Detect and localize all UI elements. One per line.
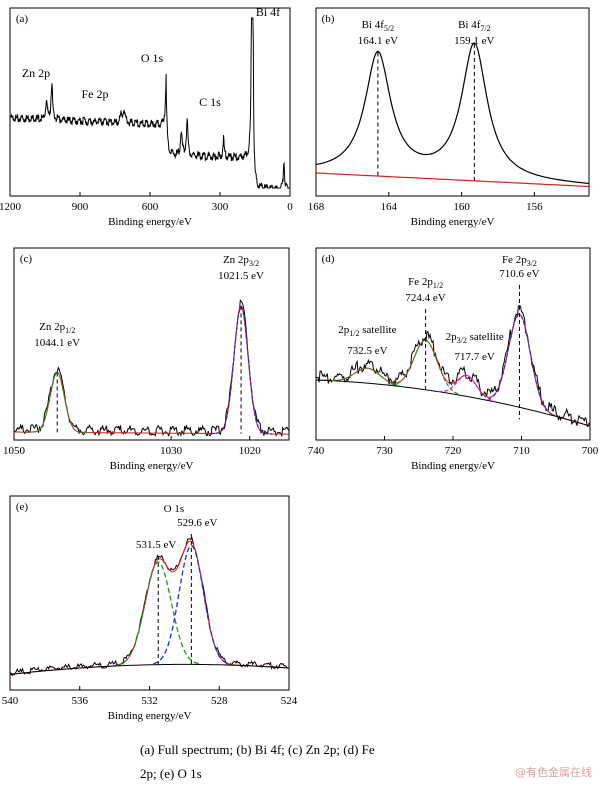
zn2p-raw-series	[13, 299, 289, 437]
x-tick-label: 740	[308, 445, 325, 457]
peak-value-label: 717.7 eV	[455, 351, 495, 363]
peak-label: Bi 4f5/2	[362, 19, 395, 33]
peak-value-label: 529.6 eV	[177, 517, 217, 529]
peak-value-label: 1044.1 eV	[34, 337, 80, 349]
fe2p-background-series	[316, 379, 590, 427]
x-tick-label: 730	[376, 445, 393, 457]
fe2p-raw-series	[315, 305, 590, 428]
peak-label: Fe 2p1/2	[408, 276, 443, 290]
x-tick-label: 700	[582, 445, 599, 457]
peak-annotation: Bi 4f	[256, 5, 280, 19]
peak-label: 2p1/2 satellite	[338, 324, 396, 338]
panel-label: (e)	[16, 501, 29, 513]
o1s-raw-series	[9, 536, 289, 677]
fe2p-component-1	[391, 339, 461, 396]
bi4f-envelope-series	[315, 41, 590, 184]
x-tick-label: 164	[381, 201, 398, 213]
x-axis-label: Binding energy/eV	[108, 216, 192, 228]
peak-annotation: Zn 2p	[22, 66, 50, 80]
x-tick-label: 1200	[0, 201, 22, 213]
x-tick-label: 168	[308, 201, 325, 213]
x-tick-label: 710	[513, 445, 530, 457]
o1s-background-series	[9, 663, 289, 675]
x-tick-label: 540	[2, 695, 19, 707]
x-tick-label: 1030	[160, 445, 183, 457]
fe2p-component-0	[487, 313, 553, 415]
fe2p-component-2	[438, 374, 496, 403]
watermark: @有色金属在线	[515, 766, 592, 779]
peak-label: Zn 2p1/2	[39, 321, 75, 335]
o1s-title: O 1s	[164, 503, 184, 515]
x-tick-label: 720	[445, 445, 462, 457]
x-axis-label: Binding energy/eV	[108, 710, 192, 722]
peak-label: Zn 2p3/2	[223, 254, 259, 268]
bi4f-background-series	[315, 172, 590, 188]
x-tick-label: 0	[287, 201, 293, 213]
o1s-fit-series	[9, 540, 289, 675]
plot-frame	[9, 7, 291, 197]
peak-annotation: C 1s	[199, 95, 221, 109]
peak-value-label: 531.5 eV	[136, 539, 176, 551]
plot-frame	[13, 247, 290, 441]
caption-line-1: (a) Full spectrum; (b) Bi 4f; (c) Zn 2p;…	[140, 742, 375, 757]
zn2p12-component	[26, 371, 89, 434]
panel-label: (a)	[16, 13, 29, 25]
caption-line-2: 2p; (e) O 1s	[140, 766, 202, 781]
x-tick-label: 1020	[239, 445, 262, 457]
peak-label: 2p3/2 satellite	[446, 331, 504, 345]
peak-annotation: O 1s	[141, 51, 164, 65]
peak-value-label: 1021.5 eV	[218, 270, 264, 282]
x-tick-label: 524	[281, 695, 298, 707]
x-tick-label: 532	[141, 695, 158, 707]
peak-value-label: 710.6 eV	[499, 268, 539, 280]
x-tick-label: 528	[211, 695, 228, 707]
x-tick-label: 600	[142, 201, 159, 213]
x-tick-label: 156	[526, 201, 543, 213]
peak-label: Fe 2p3/2	[502, 254, 537, 268]
o1s-component-531	[116, 561, 200, 666]
plot-frame	[9, 495, 290, 691]
peak-annotation: Fe 2p	[82, 87, 109, 101]
peak-value-label: 724.4 eV	[405, 292, 445, 304]
x-axis-label: Binding energy/eV	[110, 460, 194, 472]
peak-value-label: 164.1 eV	[358, 35, 398, 47]
panel-label: (d)	[322, 253, 335, 265]
plot-frame	[315, 7, 590, 197]
panel-label: (b)	[322, 13, 335, 25]
x-axis-label: Binding energy/eV	[411, 460, 495, 472]
x-tick-label: 160	[453, 201, 470, 213]
peak-value-label: 732.5 eV	[347, 345, 387, 357]
survey-series	[9, 17, 290, 189]
x-tick-label: 900	[72, 201, 89, 213]
fe2p-component-3	[331, 367, 405, 388]
o1s-component-529	[153, 545, 230, 665]
plot-frame	[315, 247, 591, 441]
x-axis-label: Binding energy/eV	[411, 216, 495, 228]
x-tick-label: 536	[72, 695, 89, 707]
panel-label: (c)	[20, 253, 33, 265]
peak-value-label: 159.1 eV	[454, 35, 494, 47]
x-tick-label: 1050	[3, 445, 26, 457]
x-tick-label: 300	[212, 201, 229, 213]
peak-label: Bi 4f7/2	[458, 19, 491, 33]
